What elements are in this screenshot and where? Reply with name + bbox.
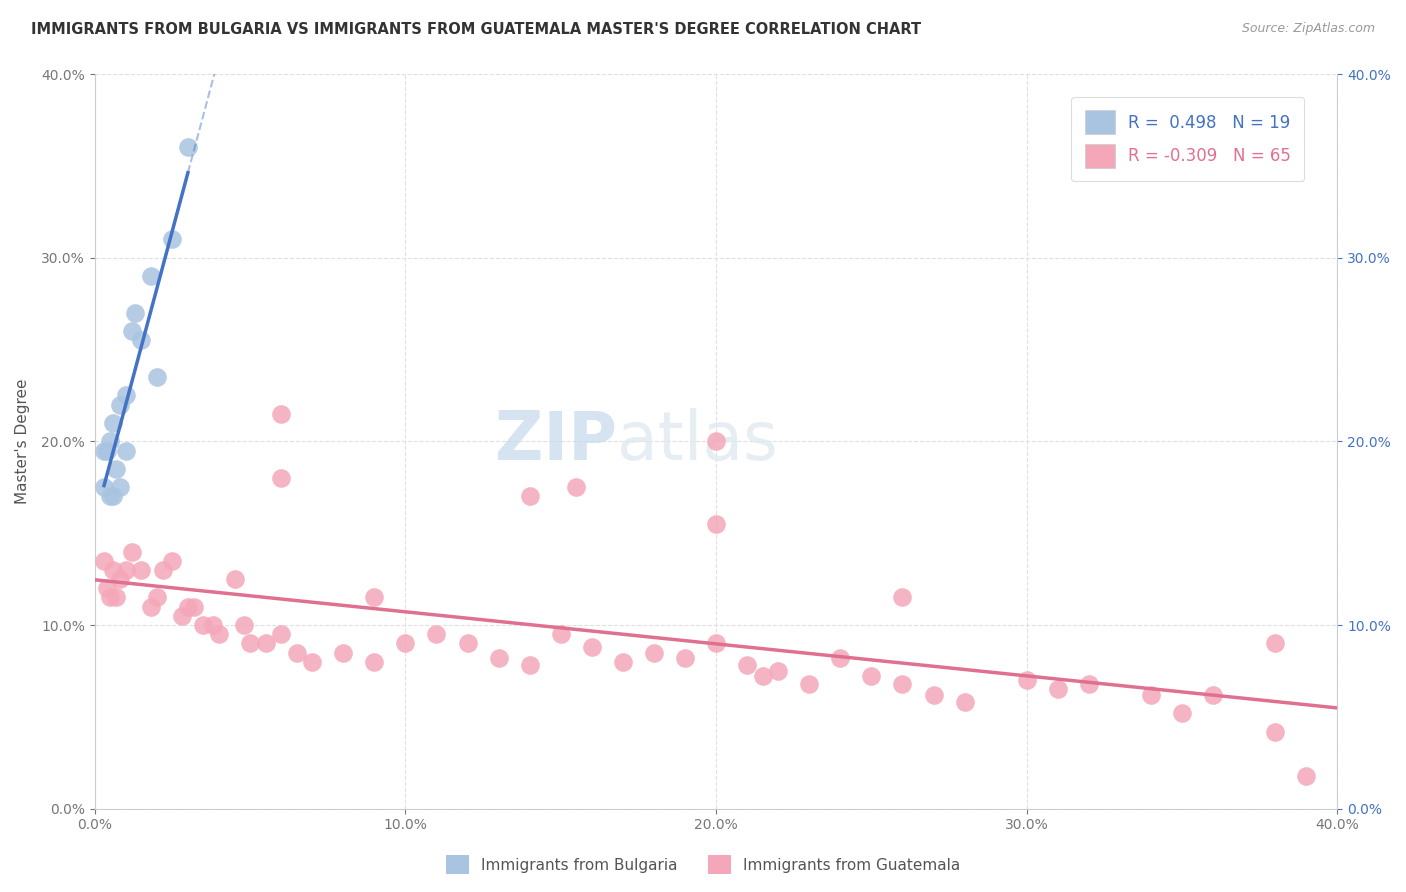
Point — [121, 544, 143, 558]
Point — [162, 554, 184, 568]
Point — [1077, 677, 1099, 691]
Point — [103, 490, 125, 504]
Point — [704, 434, 727, 449]
Point — [232, 618, 254, 632]
Point — [121, 324, 143, 338]
Point — [1264, 724, 1286, 739]
Point — [146, 370, 169, 384]
Point — [643, 646, 665, 660]
Point — [98, 434, 121, 449]
Point — [953, 695, 976, 709]
Point — [891, 677, 914, 691]
Point — [830, 651, 852, 665]
Point — [105, 462, 128, 476]
Point — [105, 591, 128, 605]
Point — [103, 416, 125, 430]
Point — [183, 599, 205, 614]
Text: Source: ZipAtlas.com: Source: ZipAtlas.com — [1241, 22, 1375, 36]
Point — [735, 658, 758, 673]
Point — [1295, 769, 1317, 783]
Point — [457, 636, 479, 650]
Point — [131, 334, 153, 348]
Point — [162, 232, 184, 246]
Point — [170, 608, 193, 623]
Point — [103, 563, 125, 577]
Point — [239, 636, 262, 650]
Point — [799, 677, 821, 691]
Point — [254, 636, 277, 650]
Point — [98, 490, 121, 504]
Point — [224, 572, 246, 586]
Point — [108, 398, 131, 412]
Text: ZIP: ZIP — [495, 409, 617, 475]
Point — [1015, 673, 1038, 687]
Point — [114, 563, 136, 577]
Point — [488, 651, 510, 665]
Point — [1264, 636, 1286, 650]
Point — [394, 636, 416, 650]
Point — [270, 407, 292, 421]
Point — [152, 563, 174, 577]
Point — [193, 618, 215, 632]
Point — [550, 627, 572, 641]
Point — [93, 554, 115, 568]
Point — [301, 655, 323, 669]
Point — [922, 688, 945, 702]
Point — [612, 655, 634, 669]
Point — [114, 388, 136, 402]
Point — [208, 627, 231, 641]
Text: atlas: atlas — [617, 409, 778, 475]
Point — [124, 306, 146, 320]
Point — [519, 658, 541, 673]
Point — [93, 480, 115, 494]
Point — [96, 582, 118, 596]
Point — [519, 490, 541, 504]
Point — [108, 480, 131, 494]
Point — [177, 140, 200, 154]
Point — [96, 443, 118, 458]
Point — [93, 443, 115, 458]
Point — [270, 471, 292, 485]
Point — [177, 599, 200, 614]
Point — [146, 591, 169, 605]
Point — [114, 443, 136, 458]
Point — [201, 618, 224, 632]
Y-axis label: Master's Degree: Master's Degree — [15, 378, 30, 504]
Point — [766, 664, 789, 678]
Point — [860, 669, 883, 683]
Legend: R =  0.498   N = 19, R = -0.309   N = 65: R = 0.498 N = 19, R = -0.309 N = 65 — [1071, 97, 1305, 181]
Point — [704, 636, 727, 650]
Point — [139, 599, 162, 614]
Point — [1046, 682, 1069, 697]
Point — [270, 627, 292, 641]
Point — [285, 646, 308, 660]
Point — [131, 563, 153, 577]
Point — [565, 480, 588, 494]
Point — [98, 591, 121, 605]
Point — [363, 591, 385, 605]
Point — [425, 627, 447, 641]
Point — [139, 268, 162, 283]
Point — [704, 516, 727, 531]
Text: IMMIGRANTS FROM BULGARIA VS IMMIGRANTS FROM GUATEMALA MASTER'S DEGREE CORRELATIO: IMMIGRANTS FROM BULGARIA VS IMMIGRANTS F… — [31, 22, 921, 37]
Point — [332, 646, 354, 660]
Point — [751, 669, 773, 683]
Point — [673, 651, 696, 665]
Point — [108, 572, 131, 586]
Point — [363, 655, 385, 669]
Point — [1202, 688, 1225, 702]
Point — [581, 640, 603, 654]
Point — [891, 591, 914, 605]
Legend: Immigrants from Bulgaria, Immigrants from Guatemala: Immigrants from Bulgaria, Immigrants fro… — [440, 849, 966, 880]
Point — [1140, 688, 1163, 702]
Point — [1171, 706, 1194, 721]
